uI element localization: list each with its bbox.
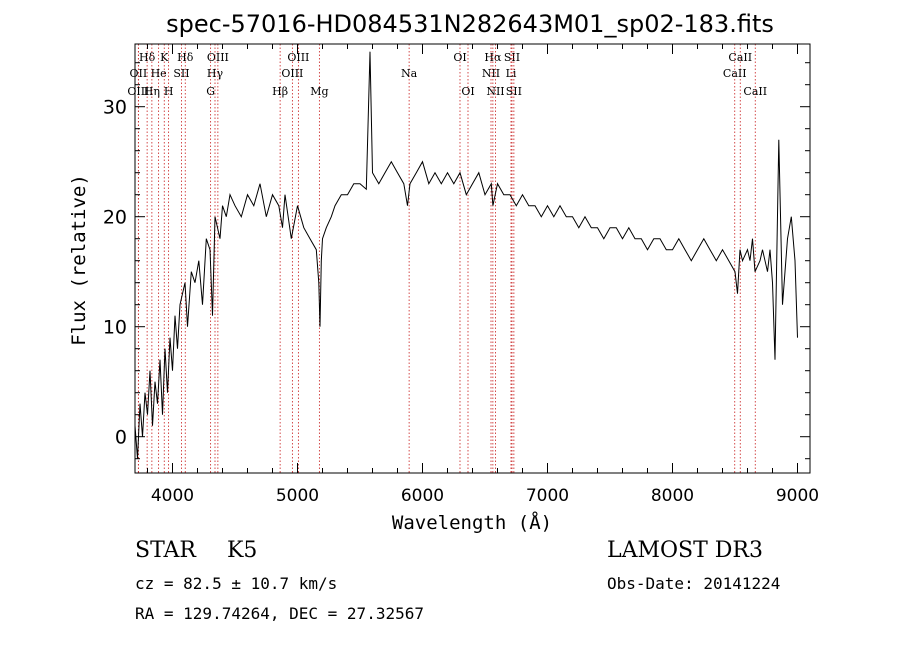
axis-ticks: 4000 5000 6000 7000 8000 9000 0 10 20 30 — [103, 44, 819, 506]
y-axis-label: Flux (relative) — [68, 174, 90, 346]
line-marker-label: OI — [461, 85, 474, 98]
line-marker-label: SII — [173, 67, 189, 80]
line-marker-label: CaII — [728, 51, 752, 64]
x-tick-label: 9000 — [776, 486, 819, 506]
y-tick-label: 0 — [115, 427, 127, 449]
subclass-label: K5 — [227, 538, 258, 563]
line-marker-label: CaII — [723, 67, 747, 80]
line-marker-label: OIII — [127, 85, 149, 98]
line-marker-label: Hβ — [272, 85, 288, 98]
y-tick-label: 10 — [103, 317, 127, 339]
line-marker-label: Mg — [310, 85, 328, 98]
line-marker-label: He — [151, 67, 167, 80]
line-marker-label: NII — [486, 85, 504, 98]
line-marker-label: G — [206, 85, 215, 98]
line-marker-label: OIII — [207, 51, 229, 64]
line-marker-label: SII — [504, 51, 520, 64]
survey-label: LAMOST DR3 — [607, 538, 763, 563]
coordinates-label: RA = 129.74264, DEC = 27.32567 — [135, 604, 424, 623]
chart-title: spec-57016-HD084531N282643M01_sp02-183.f… — [166, 10, 774, 38]
x-axis-label: Wavelength (Å) — [392, 511, 552, 534]
object-type-label: STAR — [135, 538, 196, 563]
line-marker-label: Hδ — [139, 51, 156, 64]
line-marker-label: Na — [401, 67, 418, 80]
line-marker-label: Hγ — [207, 67, 224, 80]
line-marker-label: OI — [453, 51, 466, 64]
x-tick-label: 7000 — [526, 486, 569, 506]
line-marker-label: Hδ — [177, 51, 194, 64]
spectrum-line — [134, 51, 798, 459]
line-marker-label: K — [160, 51, 169, 64]
x-tick-label: 5000 — [276, 486, 319, 506]
x-tick-label: 4000 — [151, 486, 194, 506]
line-marker-label: CaII — [743, 85, 767, 98]
y-tick-label: 20 — [103, 207, 127, 229]
x-tick-label: 6000 — [401, 486, 444, 506]
line-marker-label: Hα — [484, 51, 502, 64]
line-marker-label: Hη — [144, 85, 160, 98]
line-marker-label: Li — [506, 67, 517, 80]
redshift-label: cz = 82.5 ± 10.7 km/s — [135, 574, 338, 593]
plot-frame — [134, 43, 811, 474]
line-marker-label: OIII — [281, 67, 303, 80]
y-tick-label: 30 — [103, 97, 127, 119]
line-marker-label: OIII — [287, 51, 309, 64]
line-marker-label: H — [164, 85, 174, 98]
object-type: STAR K5 — [135, 538, 257, 563]
line-marker-label: NII — [482, 67, 500, 80]
obs-date-label: Obs-Date: 20141224 — [607, 574, 781, 593]
line-marker-label: SII — [506, 85, 522, 98]
x-tick-label: 8000 — [651, 486, 694, 506]
